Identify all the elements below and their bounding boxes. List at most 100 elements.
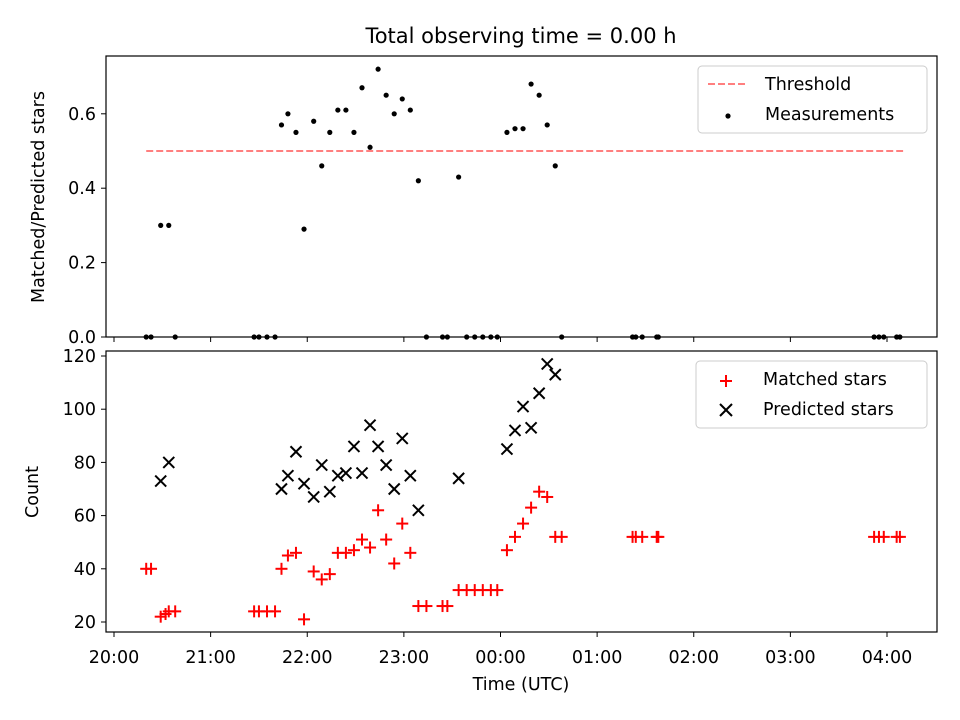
top-legend: Threshold Measurements xyxy=(697,65,928,134)
measurement-point xyxy=(158,222,164,228)
measurement-point xyxy=(327,129,333,135)
measurement-point xyxy=(335,107,341,113)
predicted-star-point xyxy=(162,456,175,469)
predicted-star-point xyxy=(508,424,522,437)
predicted-star-point xyxy=(549,368,562,381)
bottom-axes-frame xyxy=(105,350,938,633)
measurement-point xyxy=(278,122,285,128)
measurement-point xyxy=(391,111,397,117)
predicted-legend-label: Predicted stars xyxy=(763,400,894,420)
bottom-y-axis-label: Count xyxy=(23,466,43,518)
measurement-point xyxy=(504,129,510,135)
bottom-y-tick-label: 120 xyxy=(63,347,96,367)
bottom-y-tick-label: 60 xyxy=(74,507,96,527)
matched-star-point xyxy=(145,562,158,575)
predicted-star-point xyxy=(371,440,385,453)
x-tick-label: 00:00 xyxy=(475,648,525,668)
matched-star-point xyxy=(315,573,328,586)
top-y-tick-label: 0.4 xyxy=(68,179,96,199)
matched-star-point xyxy=(404,546,417,559)
measurement-point xyxy=(415,178,421,184)
matched-legend-swatch xyxy=(720,375,732,387)
measurement-point xyxy=(375,66,381,72)
predicted-star-point xyxy=(289,445,303,458)
matched-star-point xyxy=(533,485,546,498)
predicted-legend-swatch xyxy=(719,403,733,417)
matched-star-point xyxy=(356,533,369,546)
predicted-star-point xyxy=(363,418,377,432)
bottom-y-tick-label: 100 xyxy=(63,400,96,420)
predicted-star-point xyxy=(154,474,167,488)
bottom-y-ticks: 20 40 60 80 100 120 xyxy=(63,347,106,633)
bottom-y-tick-label: 20 xyxy=(74,613,96,633)
measurements-legend-label: Measurements xyxy=(765,105,894,125)
matched-star-point xyxy=(298,613,311,626)
bottom-marks xyxy=(140,357,906,626)
predicted-star-point xyxy=(379,458,393,472)
top-y-tick-label: 0.2 xyxy=(68,254,96,274)
matched-star-point xyxy=(555,530,568,543)
matched-star-point xyxy=(347,544,360,557)
matched-star-point xyxy=(541,490,554,503)
measurement-point xyxy=(399,96,405,102)
threshold-legend-label: Threshold xyxy=(764,75,851,95)
matched-legend-label: Matched stars xyxy=(763,370,887,390)
predicted-star-point xyxy=(297,477,311,490)
bottom-y-tick-label: 80 xyxy=(74,453,96,473)
measurement-point xyxy=(351,129,357,135)
matched-star-point xyxy=(893,530,906,543)
measurement-point xyxy=(512,126,518,132)
measurement-point xyxy=(456,174,462,180)
predicted-star-point xyxy=(281,469,295,482)
top-y-tick-label: 0.6 xyxy=(68,105,96,125)
x-tick-label: 01:00 xyxy=(572,648,622,668)
matched-star-point xyxy=(517,517,530,530)
x-tick-label: 22:00 xyxy=(282,648,332,668)
top-y-tick-label: 0.0 xyxy=(68,328,96,348)
bottom-legend: Matched stars Predicted stars xyxy=(695,360,928,429)
measurement-point xyxy=(407,107,413,113)
matched-star-point xyxy=(307,565,320,578)
x-tick-label: 21:00 xyxy=(185,648,235,668)
measurement-point xyxy=(319,163,325,169)
bottom-panel: 20 40 60 80 100 120 20:00 21:00 22:00 23:00 00:00… xyxy=(23,347,938,695)
measurement-point xyxy=(520,126,526,132)
measurements-legend-swatch xyxy=(725,113,731,119)
matched-star-point xyxy=(323,568,336,581)
matched-star-point xyxy=(420,600,433,613)
matched-star-point xyxy=(508,530,521,543)
measurement-point xyxy=(285,111,291,117)
matched-star-point xyxy=(652,530,665,543)
measurement-point xyxy=(544,122,550,128)
predicted-star-point xyxy=(540,357,554,371)
x-tick-label: 03:00 xyxy=(765,648,815,668)
predicted-star-point xyxy=(331,469,345,482)
bottom-x-ticks: 20:00 21:00 22:00 23:00 00:00 01:00 02:00 03:00… xyxy=(89,632,912,668)
predicted-star-point xyxy=(388,482,401,496)
predicted-star-point xyxy=(315,458,328,472)
predicted-star-point xyxy=(307,490,320,504)
x-tick-label: 20:00 xyxy=(89,648,139,668)
matched-star-point xyxy=(169,605,182,618)
predicted-star-point xyxy=(532,387,546,400)
matched-star-point xyxy=(388,557,401,570)
predicted-star-point xyxy=(355,466,369,480)
matched-star-point xyxy=(372,504,385,517)
matched-star-point xyxy=(636,530,649,543)
x-tick-label: 23:00 xyxy=(379,648,429,668)
matched-star-point xyxy=(877,530,890,543)
matched-star-point xyxy=(281,549,294,562)
measurement-point xyxy=(359,85,365,91)
matched-star-point xyxy=(441,600,454,613)
predicted-star-point xyxy=(500,442,514,456)
measurement-point xyxy=(367,144,373,150)
matched-star-point xyxy=(289,546,302,559)
measurement-point xyxy=(166,222,172,228)
matched-star-point xyxy=(525,501,538,514)
predicted-star-point xyxy=(339,466,353,480)
top-panel: 0.0 0.2 0.4 0.6 Matched/Predicted stars Thr… xyxy=(29,55,938,348)
top-legend-box xyxy=(697,65,928,134)
measurement-point xyxy=(536,92,542,98)
measurement-point xyxy=(311,118,317,124)
matched-star-point xyxy=(269,605,282,618)
